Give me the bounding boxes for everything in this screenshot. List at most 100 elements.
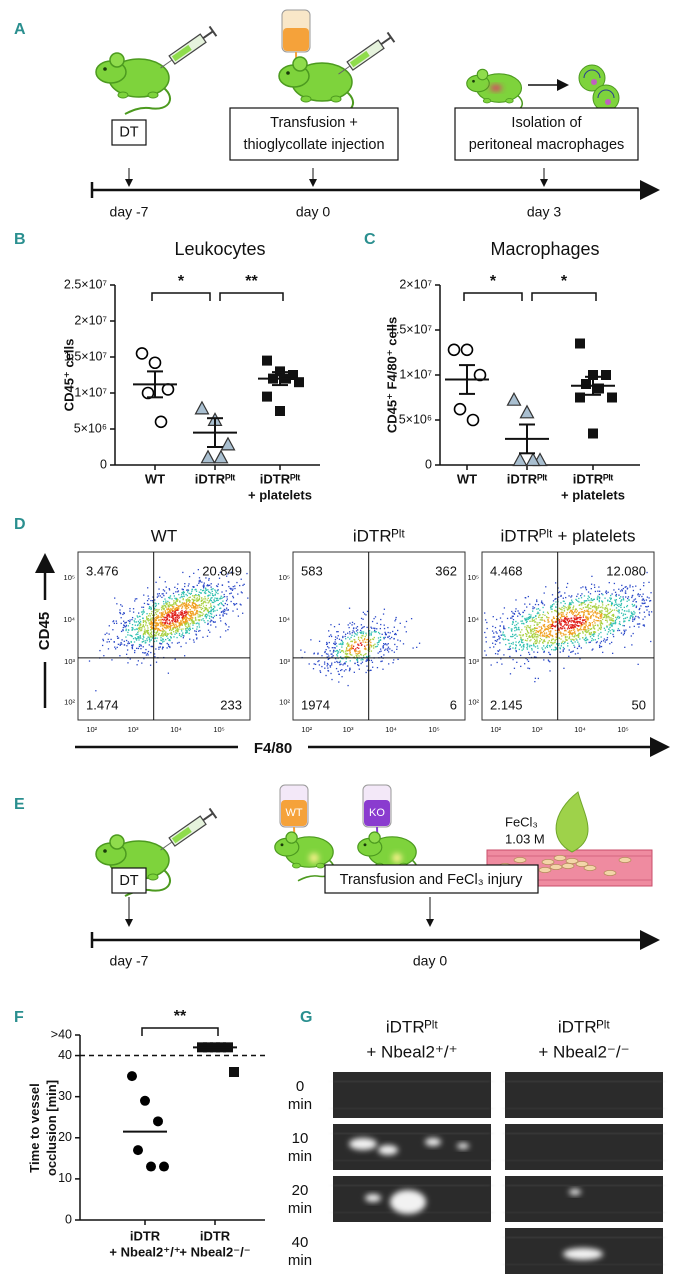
event	[566, 628, 569, 630]
event	[384, 633, 387, 636]
event	[559, 647, 561, 649]
event	[382, 645, 385, 647]
event	[350, 645, 352, 647]
event	[575, 621, 578, 623]
event	[509, 645, 512, 647]
event	[172, 618, 174, 620]
step-label: DT	[119, 873, 138, 889]
event	[219, 597, 222, 599]
event	[620, 612, 623, 614]
event	[196, 600, 198, 602]
event	[133, 641, 136, 643]
event	[175, 602, 177, 604]
event	[584, 619, 586, 621]
event	[148, 644, 150, 646]
event	[163, 630, 166, 632]
event	[514, 637, 516, 639]
dot	[194, 400, 210, 415]
event	[373, 617, 375, 620]
event	[614, 591, 617, 593]
event	[156, 616, 158, 618]
event	[582, 631, 584, 633]
event	[555, 601, 557, 603]
event	[190, 612, 192, 615]
event	[150, 629, 152, 631]
event	[150, 632, 152, 634]
event	[370, 645, 373, 647]
event	[492, 636, 494, 638]
event	[564, 640, 566, 643]
event	[531, 635, 533, 638]
event	[623, 610, 626, 612]
event	[397, 658, 399, 661]
event	[553, 642, 555, 644]
event	[339, 661, 341, 664]
event	[176, 627, 178, 629]
event	[512, 612, 514, 614]
event	[146, 613, 148, 615]
event	[578, 635, 580, 637]
event	[387, 636, 389, 639]
event	[208, 601, 210, 603]
event	[192, 622, 194, 625]
event	[612, 620, 614, 622]
event	[345, 658, 347, 660]
event	[585, 631, 587, 633]
event	[404, 626, 406, 628]
event	[157, 627, 160, 630]
event	[357, 652, 359, 655]
event	[186, 591, 189, 593]
event	[584, 606, 587, 608]
event	[376, 622, 378, 624]
event	[204, 600, 206, 602]
event	[565, 613, 568, 616]
event	[353, 631, 355, 633]
event	[144, 633, 147, 635]
event	[557, 618, 559, 620]
event	[517, 610, 519, 612]
event	[520, 638, 522, 640]
event	[579, 628, 582, 630]
event	[187, 622, 189, 624]
event	[204, 587, 207, 589]
event	[562, 615, 565, 617]
event	[602, 594, 604, 596]
event	[185, 629, 187, 631]
event	[540, 635, 542, 637]
event	[134, 637, 136, 639]
event	[518, 648, 520, 651]
event	[327, 653, 329, 655]
dot	[294, 377, 304, 388]
event	[533, 624, 535, 626]
event	[591, 640, 593, 642]
event	[559, 648, 562, 650]
event	[564, 619, 566, 622]
event	[187, 628, 190, 630]
event	[160, 614, 163, 617]
event	[575, 638, 577, 640]
event	[598, 646, 601, 649]
event	[203, 585, 205, 587]
event	[161, 613, 163, 616]
event	[637, 594, 639, 596]
event	[587, 608, 590, 610]
event	[547, 636, 550, 638]
event	[376, 645, 378, 648]
box	[454, 107, 639, 161]
event	[520, 640, 523, 642]
event	[550, 627, 552, 630]
event	[569, 631, 571, 634]
event	[594, 606, 596, 609]
event	[613, 609, 616, 611]
event	[557, 612, 560, 614]
event	[162, 638, 164, 640]
event	[367, 669, 369, 671]
event	[646, 609, 648, 611]
event	[225, 568, 227, 570]
x-tick-label: 10⁴	[574, 725, 586, 734]
event	[573, 644, 575, 647]
event	[185, 631, 187, 633]
event	[168, 601, 171, 604]
event	[321, 665, 323, 668]
quadrant-value: 362	[435, 563, 457, 578]
